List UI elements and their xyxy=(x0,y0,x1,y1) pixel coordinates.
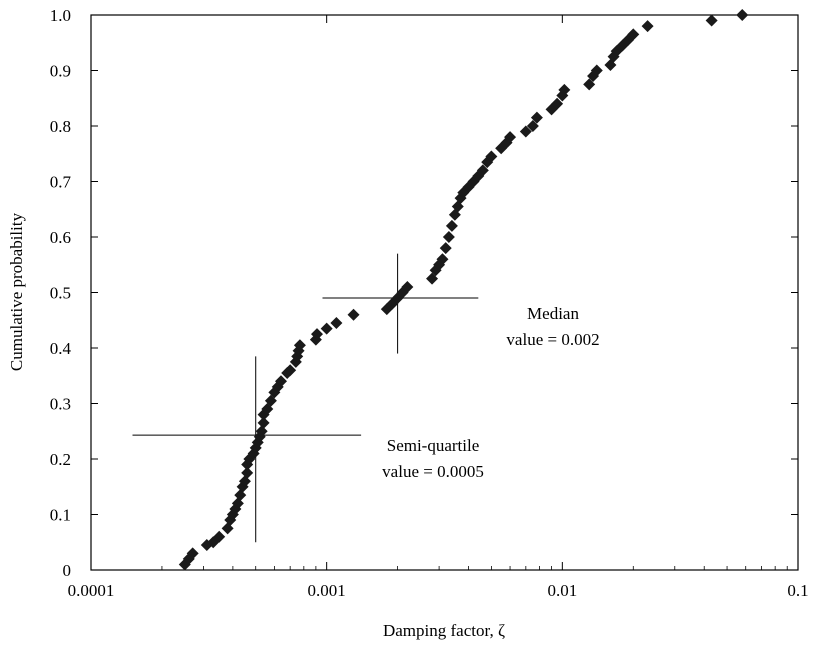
y-tick-label: 0.3 xyxy=(50,395,71,414)
y-tick-label: 0.4 xyxy=(50,339,72,358)
y-tick-label: 0.7 xyxy=(50,173,72,192)
median-annotation-line1: Median xyxy=(527,304,579,323)
semiquartile-annotation-line1: Semi-quartile xyxy=(387,436,480,455)
x-tick-label: 0.0001 xyxy=(68,581,115,600)
x-axis-title: Damping factor, ζ xyxy=(383,621,505,640)
data-point xyxy=(443,231,455,243)
y-tick-label: 0.9 xyxy=(50,62,71,81)
y-tick-label: 0.6 xyxy=(50,228,71,247)
data-point xyxy=(330,317,342,329)
y-axis-title: Cumulative probability xyxy=(7,212,26,371)
y-tick-labels: 0 0.1 0.2 0.3 0.4 0.5 0.6 0.7 0.8 0.9 1.0 xyxy=(50,6,72,580)
x-tick-label: 0.001 xyxy=(308,581,346,600)
semiquartile-annotation-line2: value = 0.0005 xyxy=(382,462,484,481)
crosshairs xyxy=(132,254,478,543)
data-point xyxy=(440,242,452,254)
x-tick-labels: 0.0001 0.001 0.01 0.1 xyxy=(68,581,809,600)
data-points xyxy=(179,9,748,570)
y-tick-label: 0.8 xyxy=(50,117,71,136)
median-annotation-line2: value = 0.002 xyxy=(506,330,599,349)
axis-ticks xyxy=(91,15,798,570)
data-point xyxy=(706,15,718,27)
y-tick-label: 0 xyxy=(63,561,72,580)
data-point xyxy=(736,9,748,21)
y-tick-label: 0.5 xyxy=(50,284,71,303)
data-point xyxy=(348,309,360,321)
data-point xyxy=(446,220,458,232)
data-point xyxy=(642,20,654,32)
y-tick-label: 0.2 xyxy=(50,450,71,469)
x-tick-label: 0.1 xyxy=(787,581,808,600)
data-point xyxy=(321,323,333,335)
plot-frame xyxy=(91,15,798,570)
y-tick-label: 1.0 xyxy=(50,6,71,25)
y-tick-label: 0.1 xyxy=(50,506,71,525)
x-tick-label: 0.01 xyxy=(547,581,577,600)
